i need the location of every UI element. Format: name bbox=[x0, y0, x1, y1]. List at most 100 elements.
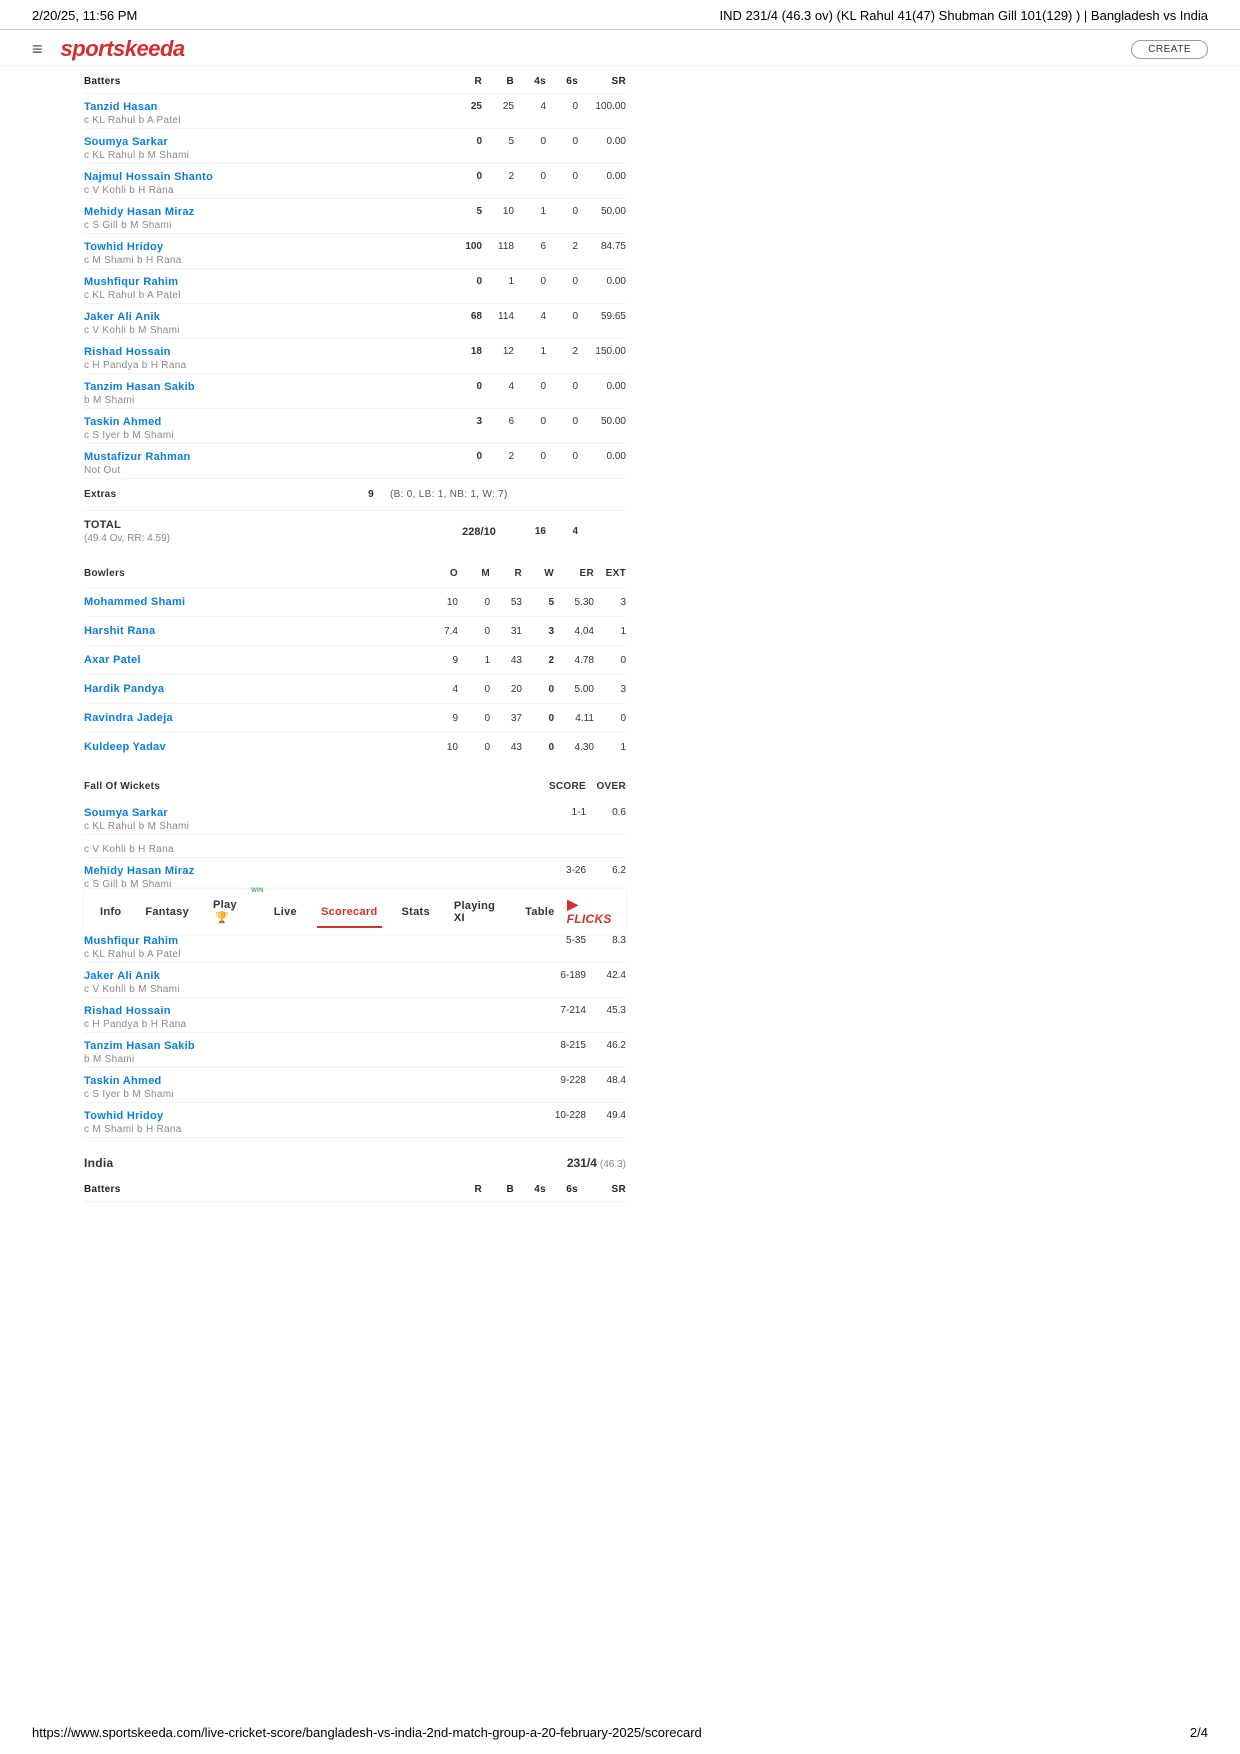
batter-row: Tanzid Hasanc KL Rahul b A Patel25254010… bbox=[84, 94, 626, 129]
batter-r: 100 bbox=[450, 241, 482, 252]
bowler-m: 0 bbox=[458, 684, 490, 695]
bowler-row: Mohammed Shami1005355.303 bbox=[84, 587, 626, 616]
tab-bar: Info Fantasy Play 🏆 WIN Live Scorecard S… bbox=[84, 889, 626, 934]
fow-row: Tanzim Hasan Sakibb M Shami8-21546.2 bbox=[84, 1033, 626, 1068]
batter-r: 5 bbox=[450, 206, 482, 217]
tab-table[interactable]: Table bbox=[513, 896, 566, 928]
batter-name[interactable]: Tanzid Hasan bbox=[84, 101, 450, 113]
batter-name[interactable]: Jaker Ali Anik bbox=[84, 311, 450, 323]
batter-dismissal: Not Out bbox=[84, 465, 450, 476]
bowler-r: 43 bbox=[490, 655, 522, 666]
fow-header: Fall Of Wickets SCORE OVER bbox=[84, 761, 626, 800]
bowler-r: 37 bbox=[490, 713, 522, 724]
batter-4s: 0 bbox=[514, 451, 546, 462]
bowler-name[interactable]: Axar Patel bbox=[84, 654, 426, 666]
batter-r: 3 bbox=[450, 416, 482, 427]
bowler-o: 4 bbox=[426, 684, 458, 695]
main-content: Batters R B 4s 6s SR Tanzid Hasanc KL Ra… bbox=[60, 66, 650, 1202]
tab-play[interactable]: Play 🏆 WIN bbox=[201, 889, 262, 934]
tab-fantasy[interactable]: Fantasy bbox=[133, 896, 201, 928]
batter-name[interactable]: Mushfiqur Rahim bbox=[84, 276, 450, 288]
fow-score: 1-1 bbox=[530, 807, 586, 818]
bowler-ext: 3 bbox=[594, 597, 626, 608]
batters-list: Tanzid Hasanc KL Rahul b A Patel25254010… bbox=[84, 94, 626, 479]
tab-play-label: Play bbox=[213, 899, 237, 911]
bowler-name[interactable]: Ravindra Jadeja bbox=[84, 712, 426, 724]
batter-b: 118 bbox=[482, 241, 514, 252]
batter-name[interactable]: Tanzim Hasan Sakib bbox=[84, 381, 450, 393]
batter-name[interactable]: Mehidy Hasan Miraz bbox=[84, 206, 450, 218]
tab-scorecard[interactable]: Scorecard bbox=[309, 896, 390, 928]
fow-name[interactable]: Mushfiqur Rahim bbox=[84, 935, 530, 947]
hamburger-icon[interactable]: ≡ bbox=[32, 39, 43, 60]
bowler-name[interactable]: Kuldeep Yadav bbox=[84, 741, 426, 753]
batter-sr: 0.00 bbox=[578, 276, 626, 287]
tab-flicks[interactable]: FLICKS bbox=[567, 898, 622, 926]
bowler-r: 31 bbox=[490, 626, 522, 637]
batters2-header: Batters R B 4s 6s SR bbox=[84, 1178, 626, 1202]
fow-col-score: SCORE bbox=[530, 781, 586, 792]
fow-name[interactable]: Towhid Hridoy bbox=[84, 1110, 530, 1122]
fow-name[interactable]: Tanzim Hasan Sakib bbox=[84, 1040, 530, 1052]
batter-name[interactable]: Taskin Ahmed bbox=[84, 416, 450, 428]
bowler-name[interactable]: Mohammed Shami bbox=[84, 596, 426, 608]
fow-over: 48.4 bbox=[586, 1075, 626, 1086]
bowler-er: 4.04 bbox=[554, 626, 594, 637]
batter-b: 12 bbox=[482, 346, 514, 357]
total-4s: 16 bbox=[514, 526, 546, 537]
tab-info[interactable]: Info bbox=[88, 896, 133, 928]
batter-name[interactable]: Mustafizur Rahman bbox=[84, 451, 450, 463]
extras-row: Extras 9 (B: 0, LB: 1, NB: 1, W: 7) bbox=[84, 479, 626, 511]
bowler-name[interactable]: Harshit Rana bbox=[84, 625, 426, 637]
fow-name[interactable]: Jaker Ali Anik bbox=[84, 970, 530, 982]
col-4s: 4s bbox=[514, 76, 546, 87]
fow-dismissal: c M Shami b H Rana bbox=[84, 1124, 530, 1135]
fow-name[interactable]: Taskin Ahmed bbox=[84, 1075, 530, 1087]
bowler-o: 10 bbox=[426, 597, 458, 608]
fow-dismissal: c S Iyer b M Shami bbox=[84, 1089, 530, 1100]
batter-row: Najmul Hossain Shantoc V Kohli b H Rana0… bbox=[84, 164, 626, 199]
fow-dismissal: c KL Rahul b M Shami bbox=[84, 821, 530, 832]
batter-name[interactable]: Rishad Hossain bbox=[84, 346, 450, 358]
total-6s: 4 bbox=[546, 526, 578, 537]
bowler-w: 5 bbox=[522, 597, 554, 608]
batter-name[interactable]: Soumya Sarkar bbox=[84, 136, 450, 148]
bowler-m: 0 bbox=[458, 597, 490, 608]
batter-name[interactable]: Najmul Hossain Shanto bbox=[84, 171, 450, 183]
batter-dismissal: c V Kohli b M Shami bbox=[84, 325, 450, 336]
fow-row: Towhid Hridoyc M Shami b H Rana10-22849.… bbox=[84, 1103, 626, 1138]
extras-detail: (B: 0, LB: 1, NB: 1, W: 7) bbox=[374, 489, 626, 500]
bowler-name[interactable]: Hardik Pandya bbox=[84, 683, 426, 695]
fow-name[interactable]: Rishad Hossain bbox=[84, 1005, 530, 1017]
batter-r: 0 bbox=[450, 171, 482, 182]
bowler-w: 0 bbox=[522, 713, 554, 724]
print-title: IND 231/4 (46.3 ov) (KL Rahul 41(47) Shu… bbox=[720, 8, 1209, 23]
tab-live[interactable]: Live bbox=[262, 896, 309, 928]
tab-playingxi[interactable]: Playing XI bbox=[442, 890, 513, 934]
batter-dismissal: c KL Rahul b A Patel bbox=[84, 290, 450, 301]
fow-over: 0.6 bbox=[586, 807, 626, 818]
batter-4s: 0 bbox=[514, 171, 546, 182]
total-label: TOTAL bbox=[84, 519, 444, 531]
create-button[interactable]: CREATE bbox=[1131, 40, 1208, 59]
col-r: R bbox=[450, 76, 482, 87]
tab-stats[interactable]: Stats bbox=[390, 896, 442, 928]
batter-r: 68 bbox=[450, 311, 482, 322]
batter-name[interactable]: Towhid Hridoy bbox=[84, 241, 450, 253]
bowler-ext: 0 bbox=[594, 655, 626, 666]
batter-dismissal: c M Shami b H Rana bbox=[84, 255, 450, 266]
batter-6s: 0 bbox=[546, 311, 578, 322]
batter-row: Jaker Ali Anikc V Kohli b M Shami6811440… bbox=[84, 304, 626, 339]
batter-4s: 4 bbox=[514, 101, 546, 112]
india-row: India 231/4 (46.3) bbox=[84, 1138, 626, 1178]
batters-label: Batters bbox=[84, 76, 450, 87]
fow-name[interactable]: Mehidy Hasan Miraz bbox=[84, 865, 530, 877]
site-logo[interactable]: sportskeeda bbox=[61, 36, 185, 62]
batter-b: 25 bbox=[482, 101, 514, 112]
bowler-er: 4.11 bbox=[554, 713, 594, 724]
fow-score: 3-26 bbox=[530, 865, 586, 876]
fow-name[interactable]: Soumya Sarkar bbox=[84, 807, 530, 819]
batter-dismissal: c H Pandya b H Rana bbox=[84, 360, 450, 371]
batter-6s: 0 bbox=[546, 451, 578, 462]
batter-b: 10 bbox=[482, 206, 514, 217]
